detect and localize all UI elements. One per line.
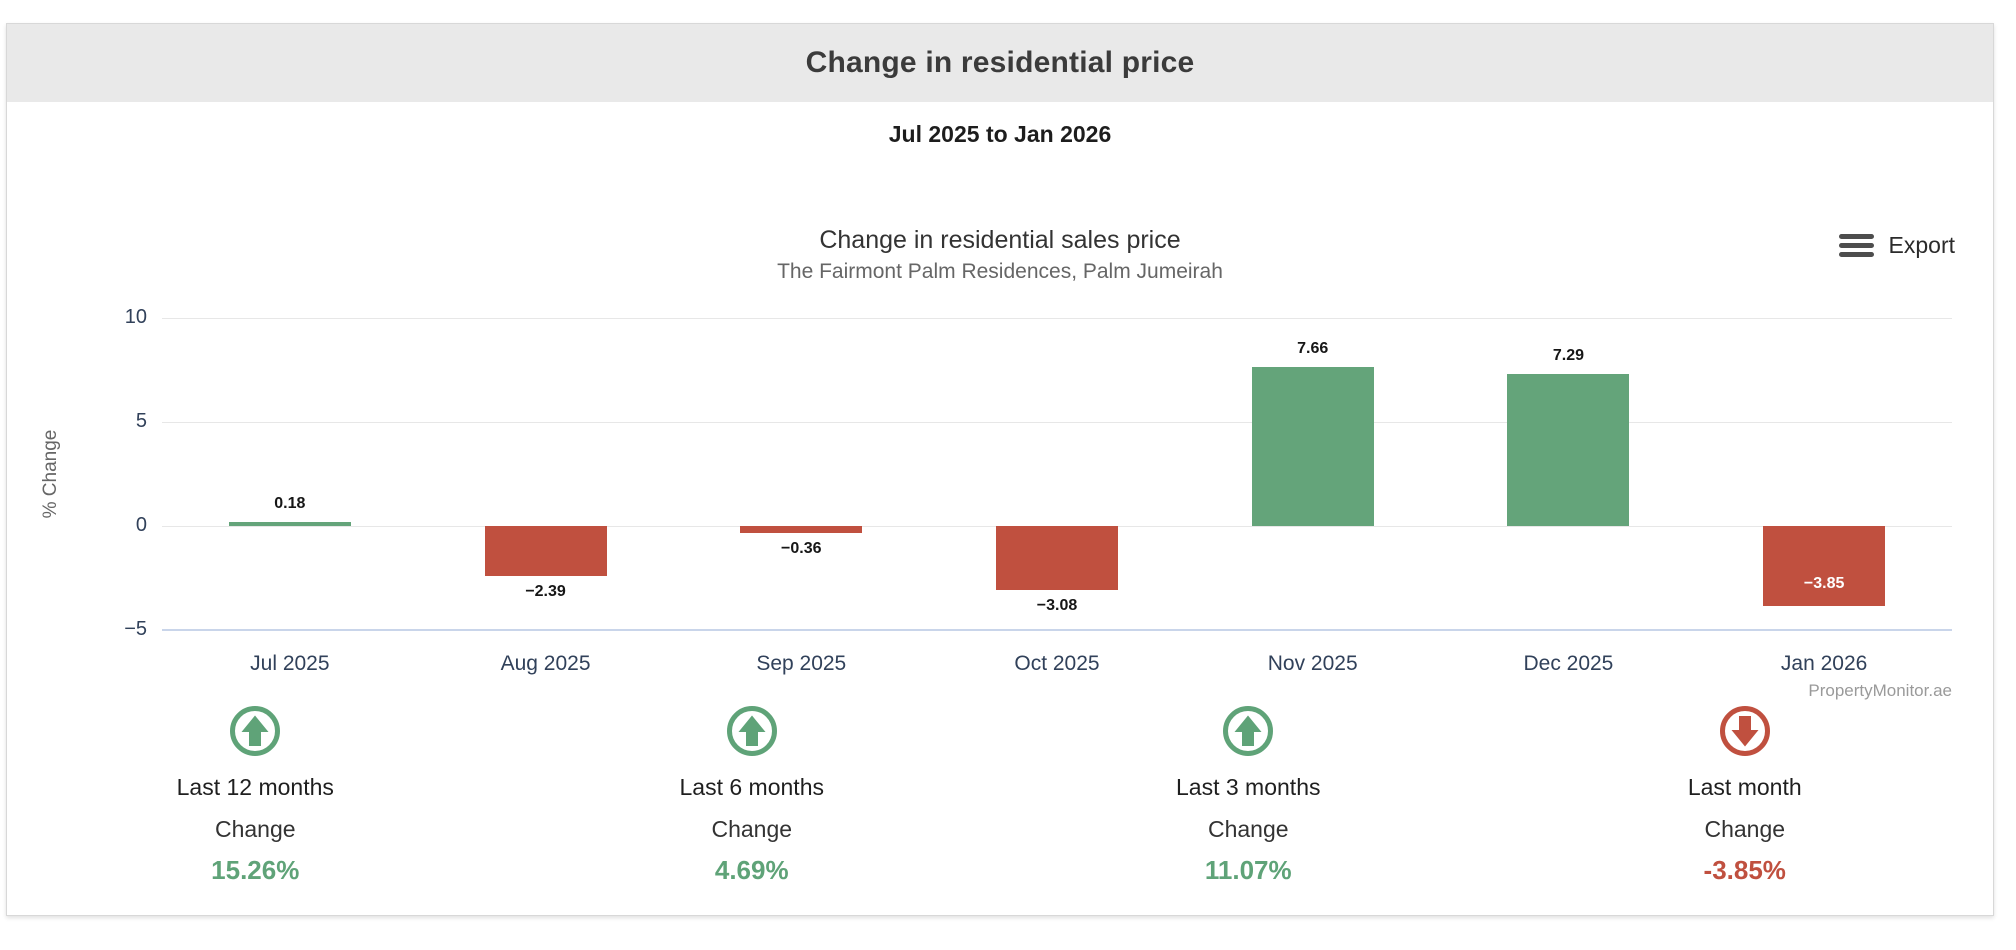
stat-change-label: Change: [711, 816, 793, 842]
x-axis-label-jul-2025: Jul 2025: [250, 652, 330, 675]
bar-sep-2025[interactable]: [740, 526, 863, 534]
stat-change-value: 15.26%: [211, 855, 300, 885]
bar-aug-2025[interactable]: [484, 526, 607, 576]
x-axis-label-dec-2025: Dec 2025: [1523, 652, 1614, 675]
x-axis-label-jan-2026: Jan 2026: [1780, 652, 1868, 675]
x-axis-label-aug-2025: Aug 2025: [500, 652, 591, 675]
arrow-up-circle-icon: [1000, 705, 1497, 762]
x-axis-label-sep-2025: Sep 2025: [756, 652, 847, 675]
y-tick-label: −5: [124, 618, 147, 640]
credit-link[interactable]: PropertyMonitor.ae: [1808, 681, 1952, 700]
bar-value-label: 7.66: [1297, 339, 1329, 357]
bar-dec-2025[interactable]: [1507, 374, 1630, 526]
y-axis-title: % Change: [40, 429, 61, 519]
gridline: [162, 422, 1952, 423]
export-button[interactable]: Export: [1838, 230, 1955, 261]
bar-value-label: −3.08: [1036, 597, 1078, 615]
export-menu-icon[interactable]: [1838, 230, 1874, 261]
report-header: Change in residential price: [7, 24, 1993, 102]
stats-row: Last 12 months Change 15.26% Last 6 months C…: [7, 705, 1993, 886]
stat-change-value: 11.07%: [1204, 855, 1292, 885]
bar-value-label: 0.18: [274, 495, 306, 512]
chart-title: Change in residential sales price: [819, 226, 1181, 254]
stat-change-value: -3.85%: [1703, 855, 1786, 885]
stat-change-label: Change: [214, 816, 296, 842]
stat-last-month: Last month Change -3.85%: [1497, 705, 1994, 886]
stat-last-6-months: Last 6 months Change 4.69%: [504, 705, 1001, 886]
stat-change-label: Change: [1207, 816, 1289, 842]
report-period: Jul 2025 to Jan 2026: [888, 121, 1112, 147]
stat-period-label: Last 12 months: [176, 774, 334, 800]
bar-jan-2026[interactable]: [1763, 526, 1886, 607]
bar-value-label: −0.36: [781, 540, 822, 558]
stat-period-label: Last month: [1687, 774, 1802, 800]
stat-period-label: Last 6 months: [679, 774, 824, 800]
chart-subtitle: The Fairmont Palm Residences, Palm Jumei…: [777, 260, 1223, 283]
arrow-down-circle-icon: [1497, 705, 1994, 762]
report-card: Change in residential price Jul 2025 to …: [6, 23, 1994, 916]
x-axis-label-nov-2025: Nov 2025: [1267, 652, 1358, 675]
x-axis-line: [162, 629, 1952, 631]
stat-last-12-months: Last 12 months Change 15.26%: [7, 705, 504, 886]
y-tick-label: 5: [135, 410, 147, 432]
stat-change-value: 4.69%: [714, 855, 789, 885]
bar-oct-2025[interactable]: [996, 526, 1118, 591]
gridline: [162, 318, 1952, 319]
report-title: Change in residential price: [805, 46, 1195, 79]
x-axis-label-oct-2025: Oct 2025: [1014, 652, 1100, 675]
bar-nov-2025[interactable]: [1251, 366, 1374, 526]
bar-jul-2025[interactable]: [228, 522, 351, 526]
stat-last-3-months: Last 3 months Change 11.07%: [1000, 705, 1497, 886]
export-label: Export: [1888, 232, 1955, 258]
bar-value-label: 7.29: [1552, 347, 1584, 365]
arrow-up-circle-icon: [504, 705, 1001, 762]
stat-change-label: Change: [1704, 816, 1786, 842]
y-tick-label: 0: [135, 514, 147, 536]
y-tick-label: 10: [124, 306, 147, 328]
bar-value-label: −2.39: [525, 582, 566, 600]
stat-period-label: Last 3 months: [1176, 774, 1321, 800]
arrow-up-circle-icon: [7, 705, 504, 762]
bar-value-label: −3.85: [1803, 575, 1845, 593]
